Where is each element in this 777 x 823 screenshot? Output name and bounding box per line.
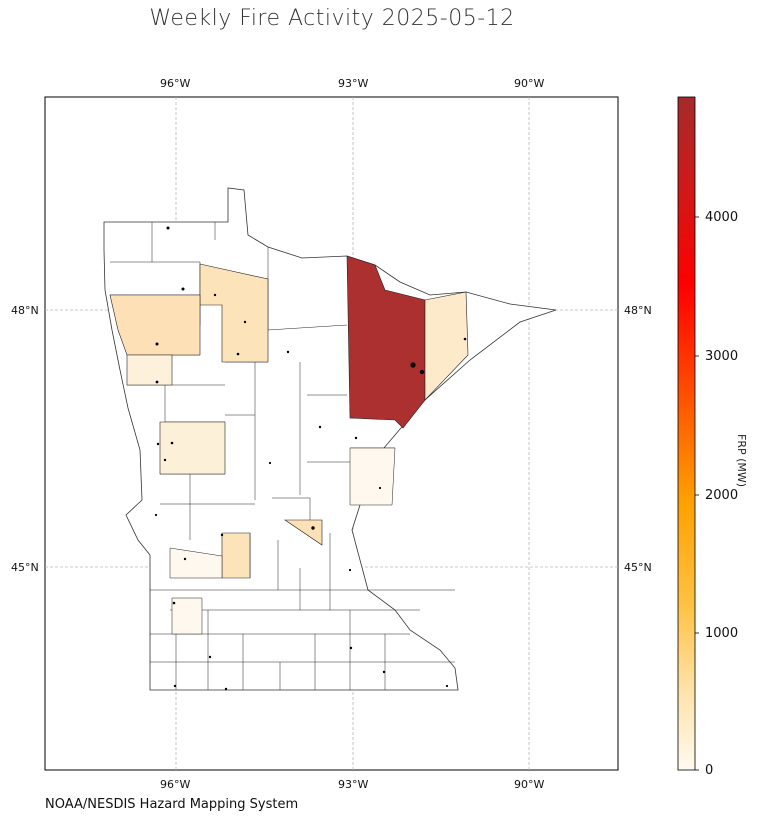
lat-tick-left-48n: 48°N — [11, 304, 39, 317]
county-red-lake — [109, 294, 201, 356]
colorbar-label-2000: 2000 — [705, 488, 739, 503]
county-minor-1 — [349, 447, 396, 506]
lat-tick-left-45n: 45°N — [11, 561, 39, 574]
county-minor-2 — [171, 597, 203, 635]
lat-tick-right-45n: 45°N — [624, 561, 652, 574]
colorbar-label-4000: 4000 — [705, 210, 739, 225]
colorbar-label-1000: 1000 — [705, 626, 739, 641]
county-lake — [424, 291, 469, 401]
county-hennepin — [284, 519, 323, 546]
colorbar-ticks — [695, 216, 699, 771]
lon-tick-top-93w: 93°W — [338, 77, 369, 90]
colorbar — [677, 96, 696, 771]
county-minor-3 — [169, 547, 223, 579]
lon-tick-bottom-90w: 90°W — [514, 778, 545, 791]
colorbar-label-0: 0 — [705, 763, 714, 778]
county-clearwater — [126, 354, 173, 386]
lon-tick-top-96w: 96°W — [160, 77, 191, 90]
map-title: Weekly Fire Activity 2025-05-12 — [149, 6, 515, 31]
county-polk — [159, 421, 226, 475]
lon-tick-bottom-96w: 96°W — [160, 778, 191, 791]
lat-tick-right-48n: 48°N — [624, 304, 652, 317]
lon-tick-top-90w: 90°W — [514, 77, 545, 90]
colorbar-label-3000: 3000 — [705, 349, 739, 364]
county-mcleod — [221, 532, 251, 579]
lon-tick-bottom-93w: 93°W — [338, 778, 369, 791]
source-credit: NOAA/NESDIS Hazard Mapping System — [45, 797, 299, 812]
colorbar-title: FRP (MW) — [735, 434, 748, 488]
fire-points — [154, 226, 467, 691]
